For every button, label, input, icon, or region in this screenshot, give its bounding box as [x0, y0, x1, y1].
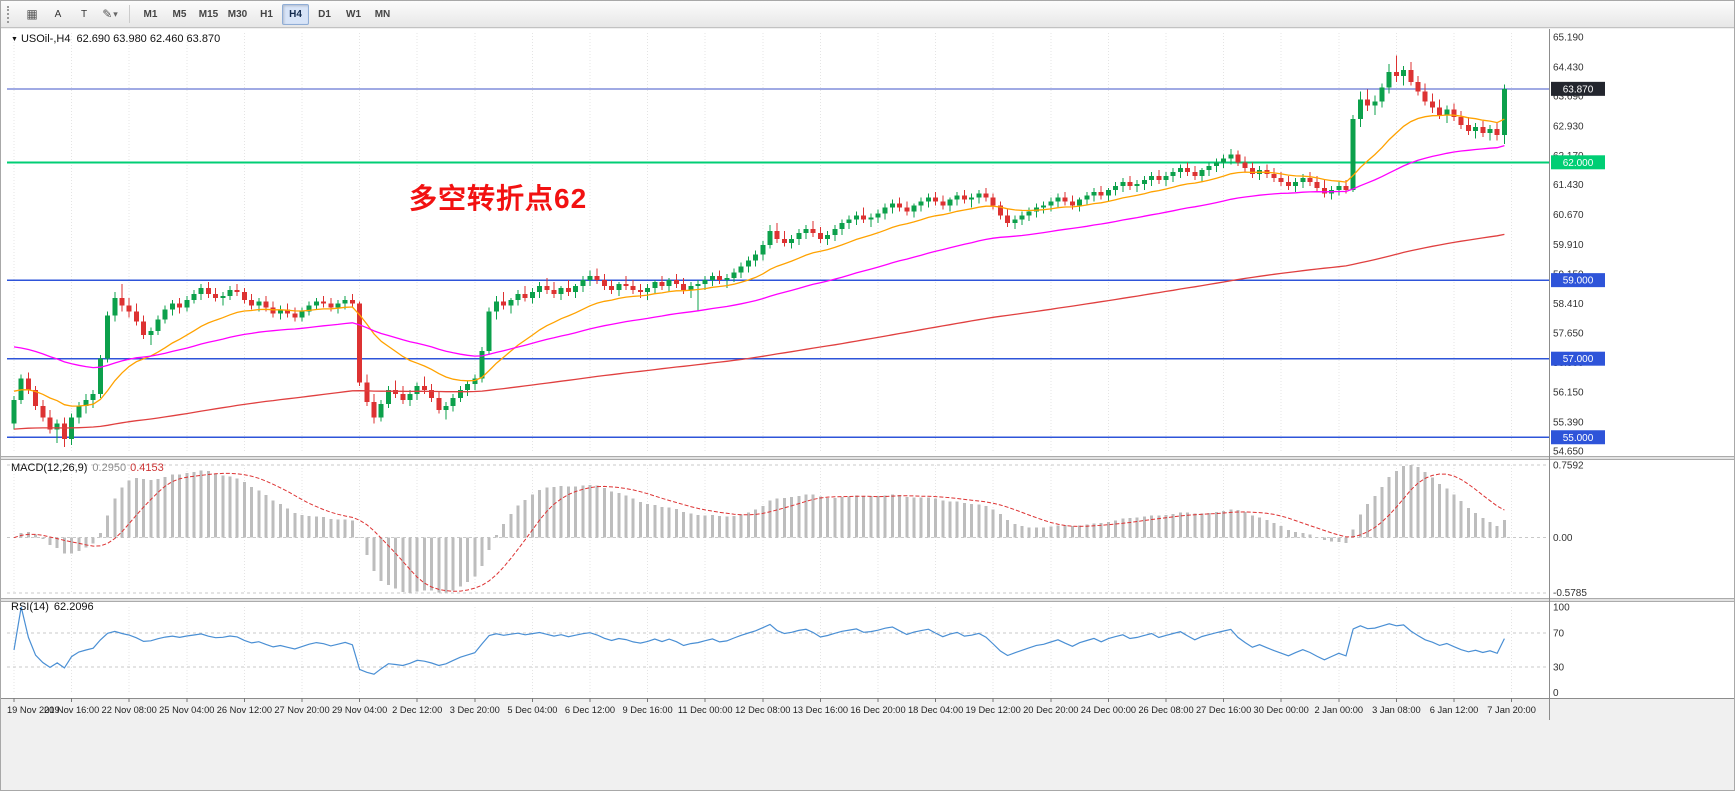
- panel-divider[interactable]: [1, 456, 1734, 460]
- macd-histogram-value: 0.2950: [92, 462, 127, 474]
- timeframe-w1[interactable]: W1: [340, 4, 367, 25]
- chart-title: ▼ USOil-,H4 62.690 63.980 62.460 63.870: [11, 33, 220, 45]
- price-chart-panel[interactable]: [1, 29, 1734, 456]
- timeframe-m1[interactable]: M1: [137, 4, 164, 25]
- timeframe-m15[interactable]: M15: [195, 4, 222, 25]
- text-label-t-button[interactable]: T: [72, 4, 96, 25]
- text-label-a-button[interactable]: A: [46, 4, 70, 25]
- macd-panel[interactable]: [1, 460, 1734, 598]
- timeframe-m30[interactable]: M30: [224, 4, 251, 25]
- timeframe-m5[interactable]: M5: [166, 4, 193, 25]
- macd-name: MACD(12,26,9): [11, 462, 88, 474]
- symbol-marker-icon: ▼: [11, 36, 18, 43]
- rsi-value: 62.2096: [53, 601, 94, 613]
- macd-label: MACD(12,26,9) 0.2950 0.4153: [11, 462, 164, 474]
- pencil-icon: ✎: [102, 7, 113, 21]
- panel-divider[interactable]: [1, 598, 1734, 602]
- macd-signal-value: 0.4153: [130, 462, 164, 474]
- rsi-name: RSI(14): [11, 601, 49, 613]
- timeframe-mn[interactable]: MN: [369, 4, 396, 25]
- symbol-period-label: USOil-,H4: [20, 33, 71, 45]
- toolbar: ▦ A T ✎ ▾ M1 M5 M15 M30 H1 H4 D1 W1 MN: [1, 1, 1734, 28]
- toolbar-separator: [129, 5, 130, 23]
- timeframe-h4[interactable]: H4: [282, 3, 309, 25]
- chart-annotation-text[interactable]: 多空转折点62: [409, 183, 588, 214]
- draw-tools-button[interactable]: ✎ ▾: [98, 4, 122, 25]
- time-axis[interactable]: [1, 698, 1734, 720]
- grid-icon: ▦: [26, 7, 38, 21]
- chevron-down-icon: ▾: [113, 8, 118, 19]
- crosshair-grid-button[interactable]: ▦: [20, 4, 44, 25]
- rsi-label: RSI(14) 62.2096: [11, 601, 94, 613]
- timeframe-d1[interactable]: D1: [311, 4, 338, 25]
- ohlc-values: 62.690 63.980 62.460 63.870: [76, 33, 221, 45]
- rsi-panel[interactable]: [1, 602, 1734, 698]
- timeframe-h1[interactable]: H1: [253, 4, 280, 25]
- toolbar-grip[interactable]: [7, 5, 13, 23]
